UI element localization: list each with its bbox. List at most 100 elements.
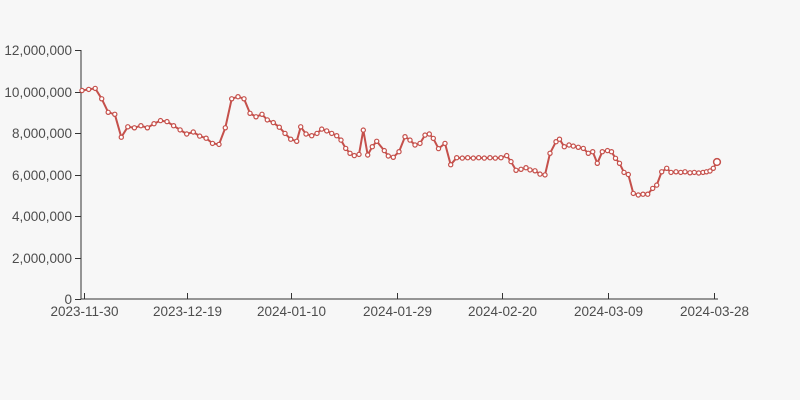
data-point-marker xyxy=(177,127,183,133)
data-point-marker xyxy=(553,138,559,145)
data-point-marker xyxy=(616,160,623,166)
data-point-marker xyxy=(79,87,85,94)
data-point-marker xyxy=(288,136,294,142)
data-point-marker xyxy=(470,155,476,161)
data-point-marker xyxy=(118,134,125,140)
data-point-marker xyxy=(144,125,151,131)
x-tick-label: 2024-01-29 xyxy=(363,304,432,319)
data-point-marker xyxy=(247,110,253,117)
data-point-marker xyxy=(542,172,548,178)
ticks-group xyxy=(75,50,715,300)
data-point-marker xyxy=(92,85,98,92)
data-point-marker xyxy=(580,145,587,152)
data-point-marker xyxy=(190,129,196,135)
x-tick-label: 2024-01-10 xyxy=(257,304,326,319)
data-point-marker xyxy=(259,111,265,118)
data-point-marker xyxy=(650,185,656,192)
data-point-marker xyxy=(585,150,592,156)
data-point-marker xyxy=(481,155,487,161)
data-point-marker xyxy=(654,182,660,188)
data-point-marker xyxy=(282,130,288,137)
data-point-marker xyxy=(396,148,402,155)
data-point-marker xyxy=(105,109,111,116)
data-point-marker xyxy=(390,154,396,160)
data-point-marker xyxy=(504,152,510,159)
data-point-marker xyxy=(696,170,702,176)
data-point-marker xyxy=(612,155,619,161)
data-point-marker xyxy=(645,191,651,197)
data-point-marker xyxy=(590,148,596,155)
data-point-marker xyxy=(164,118,170,125)
data-point-marker xyxy=(125,124,131,130)
data-point-marker xyxy=(241,96,247,102)
data-point-marker xyxy=(426,131,432,137)
data-point-marker xyxy=(454,154,460,161)
data-point-marker xyxy=(547,150,553,156)
data-point-marker xyxy=(343,145,349,152)
data-point-marker xyxy=(635,192,642,198)
data-point-marker xyxy=(518,166,524,172)
data-point-marker xyxy=(710,165,717,171)
x-tick-label: 2023-12-19 xyxy=(153,304,222,319)
data-point-marker xyxy=(270,119,276,126)
data-point-marker xyxy=(385,153,391,159)
data-point-marker xyxy=(640,191,646,197)
data-point-marker xyxy=(487,154,493,161)
data-point-marker-last xyxy=(712,157,722,167)
data-point-marker xyxy=(422,132,428,138)
data-point-marker xyxy=(303,131,309,137)
data-point-marker xyxy=(608,148,615,155)
y-tick-label: 0 xyxy=(64,292,72,307)
data-point-marker xyxy=(570,143,577,149)
data-point-marker xyxy=(668,169,674,176)
data-point-marker xyxy=(682,169,688,175)
data-point-marker xyxy=(203,135,209,141)
data-point-marker xyxy=(314,130,320,137)
data-point-marker xyxy=(465,154,471,161)
data-point-marker xyxy=(459,155,465,161)
data-point-marker xyxy=(402,133,408,140)
data-point-marker xyxy=(556,136,563,142)
data-point-marker xyxy=(594,160,601,166)
data-point-marker xyxy=(566,142,572,148)
data-point-marker xyxy=(664,165,670,171)
data-point-marker xyxy=(209,140,216,147)
x-tick-label: 2024-03-09 xyxy=(574,304,643,319)
y-tick-label: 6,000,000 xyxy=(12,168,72,183)
data-point-marker xyxy=(324,128,330,134)
data-point-marker xyxy=(151,120,157,127)
data-point-marker xyxy=(417,140,423,147)
data-point-marker xyxy=(356,151,362,158)
data-point-marker xyxy=(532,168,538,174)
y-tick-label: 12,000,000 xyxy=(4,43,72,58)
data-point-marker xyxy=(442,140,448,147)
data-point-marker xyxy=(98,96,105,102)
data-point-marker xyxy=(329,130,335,137)
data-point-marker xyxy=(365,152,371,158)
data-point-marker xyxy=(85,86,92,93)
y-tick-label: 2,000,000 xyxy=(12,251,72,266)
data-point-marker xyxy=(338,137,344,143)
data-point-marker xyxy=(253,114,259,120)
y-tick-label: 8,000,000 xyxy=(12,126,72,141)
data-point-marker xyxy=(170,122,177,129)
data-point-marker xyxy=(319,126,325,132)
x-tick-label: 2023-11-30 xyxy=(50,304,118,319)
data-point-marker xyxy=(131,125,138,131)
data-point-marker xyxy=(707,168,713,174)
data-point-marker xyxy=(222,125,228,131)
data-point-marker xyxy=(228,96,235,102)
y-tick-label: 4,000,000 xyxy=(12,209,72,224)
data-point-marker xyxy=(374,138,380,144)
data-point-marker xyxy=(235,93,241,100)
data-point-marker xyxy=(687,170,693,176)
data-point-marker xyxy=(216,141,222,148)
data-point-marker xyxy=(659,169,665,175)
data-point-marker xyxy=(599,148,606,155)
data-point-marker xyxy=(112,111,118,118)
data-point-marker xyxy=(294,138,300,144)
x-tick-label: 2024-02-20 xyxy=(468,304,537,319)
data-point-marker xyxy=(381,147,387,154)
data-line xyxy=(81,87,718,196)
